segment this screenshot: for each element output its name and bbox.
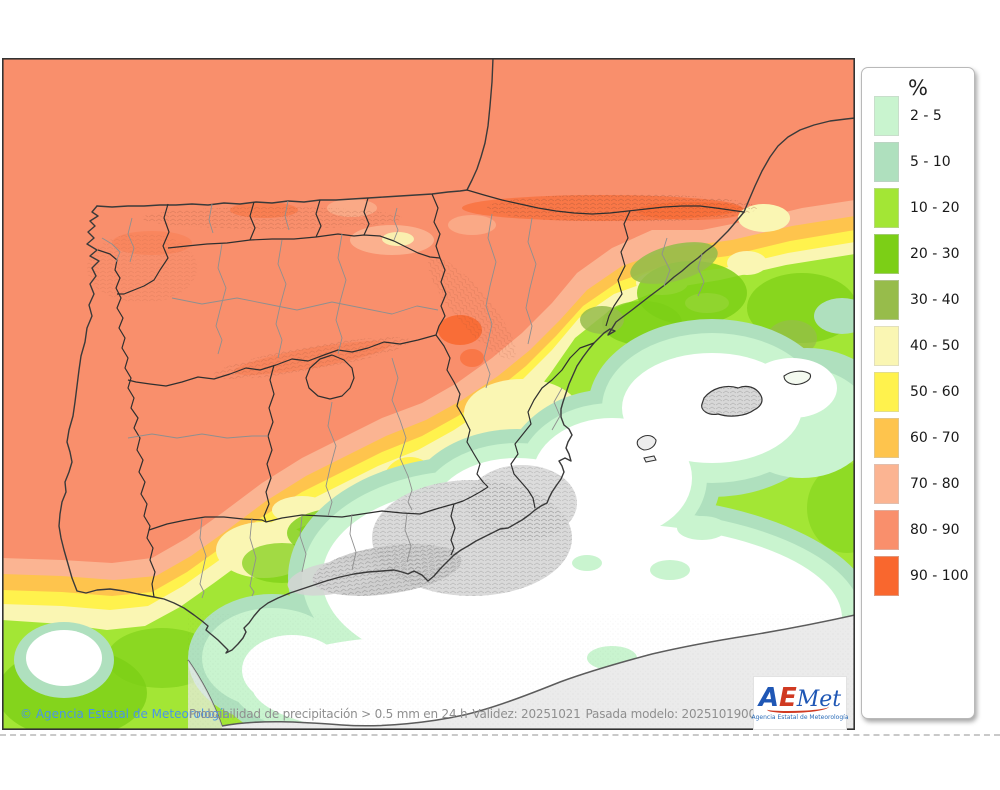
legend-label: 5 - 10 <box>910 154 951 170</box>
product-title: Probabilidad de precipitación > 0.5 mm e… <box>189 707 468 721</box>
legend-row: 90 - 100 <box>862 556 974 596</box>
region-borders <box>97 189 745 598</box>
legend-swatch-40-50 <box>874 326 899 366</box>
balearic-islands <box>636 370 812 463</box>
legend-swatch-70-80 <box>874 464 899 504</box>
logo-red-swoosh <box>766 703 829 713</box>
validity-date: Validez: 20251021 <box>472 707 581 721</box>
ibiza-island <box>636 434 657 451</box>
bottom-dashed-rule <box>0 734 1000 736</box>
legend-swatch-5-10 <box>874 142 899 182</box>
legend-swatch-60-70 <box>874 418 899 458</box>
legend-row: 60 - 70 <box>862 418 974 458</box>
product-info-line: Probabilidad de precipitación > 0.5 mm e… <box>189 707 761 721</box>
aemet-logo-subtitle: Agencia Estatal de Meteorología <box>751 714 849 721</box>
legend-row: 10 - 20 <box>862 188 974 228</box>
france-atlantic-coast <box>466 58 494 191</box>
legend-label: 80 - 90 <box>910 522 960 538</box>
probability-field <box>2 58 855 730</box>
legend-title: % <box>908 76 928 100</box>
legend-label: 30 - 40 <box>910 292 960 308</box>
legend-swatch-2-5 <box>874 96 899 136</box>
legend-row: 2 - 5 <box>862 96 974 136</box>
pyrenees-border <box>466 189 745 215</box>
legend-swatch-80-90 <box>874 510 899 550</box>
map-container <box>2 58 856 731</box>
legend-swatch-20-30 <box>874 234 899 274</box>
legend-panel: % 2 - 5 5 - 10 10 - 20 20 - 30 30 - 40 4… <box>861 67 975 719</box>
legend-label: 50 - 60 <box>910 384 960 400</box>
legend-label: 20 - 30 <box>910 246 960 262</box>
legend-row: 20 - 30 <box>862 234 974 274</box>
legend-label: 70 - 80 <box>910 476 960 492</box>
legend-label: 60 - 70 <box>910 430 960 446</box>
precipitation-map <box>2 58 856 731</box>
legend-row: 70 - 80 <box>862 464 974 504</box>
terrain-texture <box>87 194 757 380</box>
legend-row: 30 - 40 <box>862 280 974 320</box>
legend-label: 40 - 50 <box>910 338 960 354</box>
legend-label: 2 - 5 <box>910 108 942 124</box>
menorca-island <box>783 370 812 386</box>
aemet-logo: AEMet Agencia Estatal de Meteorología <box>751 676 849 730</box>
formentera-island <box>643 455 657 463</box>
france-mediterranean-coast <box>743 117 855 213</box>
legend-row: 50 - 60 <box>862 372 974 412</box>
legend-row: 5 - 10 <box>862 142 974 182</box>
relief-shading <box>287 465 577 596</box>
iberia-west-south-east-coast <box>58 205 745 654</box>
copyright-text: © Agencia Estatal de Meteorología <box>20 707 230 721</box>
model-run: Pasada modelo: 2025101900 <box>585 707 757 721</box>
map-frame <box>2 58 856 731</box>
aemet-logo-wordmark: AEMet <box>759 685 841 713</box>
province-borders <box>101 200 705 599</box>
legend-swatch-10-20 <box>874 188 899 228</box>
legend-swatch-50-60 <box>874 372 899 412</box>
legend-label: 90 - 100 <box>910 568 969 584</box>
legend-label: 10 - 20 <box>910 200 960 216</box>
legend-row: 40 - 50 <box>862 326 974 366</box>
legend-swatch-90-100 <box>874 556 899 596</box>
legend-swatch-30-40 <box>874 280 899 320</box>
africa-landmass <box>187 614 855 730</box>
legend-row: 80 - 90 <box>862 510 974 550</box>
